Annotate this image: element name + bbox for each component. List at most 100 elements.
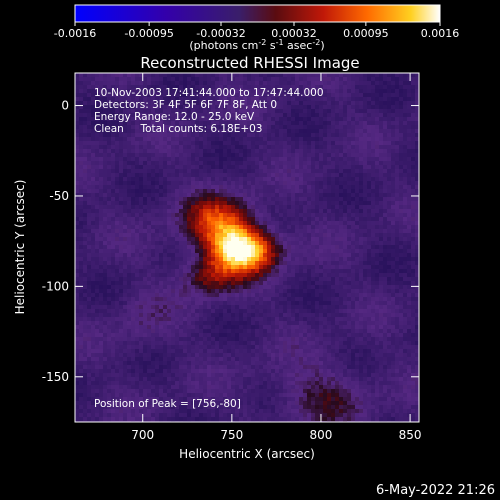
heatmap-cell [271, 249, 276, 254]
heatmap-cell [415, 101, 419, 106]
heatmap-cell [411, 157, 416, 162]
heatmap-cell [187, 137, 192, 142]
heatmap-cell [335, 177, 340, 182]
heatmap-cell [115, 117, 120, 122]
heatmap-cell [319, 117, 324, 122]
heatmap-cell [387, 173, 392, 178]
heatmap-cell [323, 137, 328, 142]
heatmap-cell [147, 85, 152, 90]
heatmap-cell [247, 89, 252, 94]
heatmap-cell [171, 169, 176, 174]
heatmap-cell [91, 165, 96, 170]
heatmap-cell [103, 237, 108, 242]
heatmap-cell [399, 177, 404, 182]
heatmap-cell [167, 141, 172, 146]
heatmap-cell [239, 77, 244, 82]
heatmap-cell [291, 117, 296, 122]
colorbar-tick-label: -0.00032 [196, 27, 245, 40]
heatmap-cell [263, 169, 268, 174]
heatmap-cell [171, 237, 176, 242]
heatmap-cell [323, 217, 328, 222]
heatmap-cell [167, 189, 172, 194]
heatmap-cell [87, 241, 92, 246]
heatmap-cell [371, 73, 376, 78]
heatmap-cell [159, 89, 164, 94]
heatmap-cell [351, 285, 356, 290]
heatmap-cell [287, 149, 292, 154]
heatmap-cell [331, 213, 336, 218]
heatmap-cell [303, 209, 308, 214]
heatmap-cell [383, 173, 388, 178]
heatmap-cell [175, 165, 180, 170]
heatmap-cell [347, 225, 352, 230]
heatmap-cell [87, 289, 92, 294]
heatmap-cell [195, 241, 200, 246]
heatmap-cell [215, 285, 220, 290]
heatmap-cell [95, 145, 100, 150]
heatmap-cell [191, 185, 196, 190]
heatmap-cell [295, 133, 300, 138]
heatmap-cell [359, 205, 364, 210]
heatmap-cell [395, 125, 400, 130]
heatmap-cell [291, 169, 296, 174]
heatmap-cell [383, 261, 388, 266]
heatmap-cell [143, 261, 148, 266]
heatmap-cell [387, 93, 392, 98]
heatmap-cell [307, 121, 312, 126]
heatmap-cell [367, 229, 372, 234]
heatmap-cell [295, 225, 300, 230]
heatmap-cell [127, 285, 132, 290]
heatmap-cell [95, 81, 100, 86]
heatmap-cell [107, 257, 112, 262]
heatmap-cell [363, 97, 368, 102]
heatmap-cell [287, 81, 292, 86]
heatmap-cell [147, 297, 152, 302]
heatmap-cell [407, 81, 412, 86]
heatmap-cell [139, 273, 144, 278]
heatmap-cell [127, 77, 132, 82]
heatmap-cell [147, 133, 152, 138]
heatmap-cell [211, 193, 216, 198]
heatmap-cell [287, 97, 292, 102]
heatmap-cell [143, 293, 148, 298]
heatmap-cell [159, 233, 164, 238]
heatmap-cell [87, 117, 92, 122]
heatmap-cell [79, 193, 84, 198]
heatmap-cell [203, 301, 208, 306]
heatmap-cell [275, 221, 280, 226]
heatmap-cell [271, 101, 276, 106]
heatmap-cell [319, 197, 324, 202]
heatmap-cell [391, 257, 396, 262]
heatmap-cell [291, 281, 296, 286]
heatmap-cell [375, 129, 380, 134]
heatmap-cell [87, 301, 92, 306]
heatmap-cell [399, 125, 404, 130]
heatmap-cell [211, 185, 216, 190]
heatmap-cell [307, 125, 312, 130]
heatmap-cell [239, 173, 244, 178]
heatmap-cell [283, 293, 288, 298]
heatmap-cell [323, 277, 328, 282]
heatmap-cell [403, 137, 408, 142]
heatmap-cell [343, 205, 348, 210]
heatmap-cell [111, 269, 116, 274]
heatmap-cell [95, 93, 100, 98]
heatmap-cell [303, 273, 308, 278]
heatmap-cell [207, 189, 212, 194]
heatmap-cell [363, 213, 368, 218]
heatmap-cell [263, 173, 268, 178]
heatmap-cell [139, 213, 144, 218]
heatmap-cell [271, 173, 276, 178]
heatmap-cell [371, 281, 376, 286]
heatmap-cell [371, 93, 376, 98]
heatmap-cell [159, 265, 164, 270]
heatmap-cell [339, 85, 344, 90]
heatmap-cell [283, 297, 288, 302]
heatmap-cell [287, 253, 292, 258]
heatmap-cell [187, 145, 192, 150]
heatmap-cell [315, 193, 320, 198]
heatmap-cell [399, 169, 404, 174]
heatmap-cell [291, 189, 296, 194]
heatmap-cell [135, 229, 140, 234]
heatmap-cell [159, 217, 164, 222]
